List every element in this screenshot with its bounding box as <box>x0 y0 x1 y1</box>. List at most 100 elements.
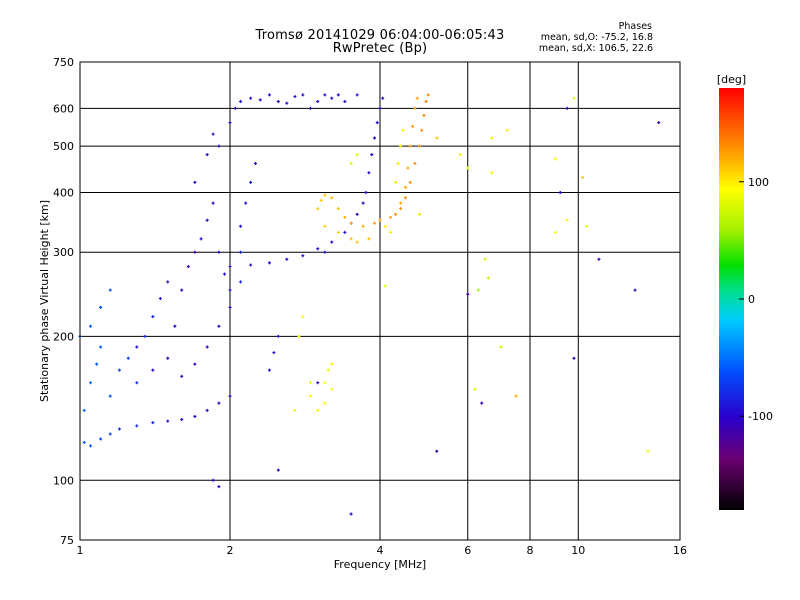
data-point <box>323 193 327 197</box>
axis-ticks: 1 2 4 6 8 10 16 75 100 200 300 400 500 600 750 <box>53 56 687 557</box>
data-point <box>180 418 184 422</box>
data-point <box>308 394 312 398</box>
data-point <box>330 96 334 100</box>
data-point <box>364 190 368 194</box>
data-point <box>417 144 421 148</box>
data-point <box>326 368 330 372</box>
data-point <box>117 427 121 431</box>
data-point <box>349 221 353 225</box>
data-point <box>336 93 340 97</box>
data-point <box>151 315 155 319</box>
data-point <box>411 124 415 128</box>
stats-o-line: mean, sd,O: -75.2, 16.8 <box>540 32 653 43</box>
data-point <box>308 106 312 110</box>
data-point <box>211 132 215 136</box>
data-point <box>223 272 227 276</box>
data-point <box>323 381 327 385</box>
data-point <box>323 250 327 254</box>
y-axis-label: Stationary phase Virtual Height [km] <box>38 200 51 402</box>
data-point <box>399 144 403 148</box>
data-point <box>383 284 387 288</box>
data-point <box>285 257 289 261</box>
data-point <box>217 250 221 254</box>
data-point <box>166 280 170 284</box>
data-point <box>193 250 197 254</box>
data-point <box>415 96 419 100</box>
data-point <box>211 201 215 205</box>
data-point <box>383 224 387 228</box>
data-point <box>217 485 221 489</box>
data-point <box>228 265 232 269</box>
y-tick-label: 100 <box>53 474 74 487</box>
data-point <box>572 356 576 360</box>
data-point <box>228 394 232 398</box>
data-point <box>355 153 359 157</box>
data-point <box>394 212 398 216</box>
data-point <box>403 185 407 189</box>
data-point <box>572 96 576 100</box>
data-point <box>89 324 93 328</box>
data-point <box>396 161 400 165</box>
data-point <box>151 421 155 425</box>
y-tick-label: 200 <box>53 330 74 343</box>
data-point <box>373 136 377 140</box>
data-point <box>249 180 253 184</box>
data-point <box>466 166 470 170</box>
data-point <box>355 212 359 216</box>
data-point <box>514 394 518 398</box>
data-point <box>217 144 221 148</box>
data-point <box>490 171 494 175</box>
data-point <box>330 362 334 366</box>
data-point <box>95 362 99 366</box>
data-point <box>239 100 243 104</box>
data-point <box>336 207 340 211</box>
colorbar-label: [deg] <box>717 73 746 86</box>
data-point <box>228 305 232 309</box>
x-tick-label: 6 <box>464 544 471 557</box>
data-point <box>417 212 421 216</box>
colorbar-tick-label: 100 <box>748 176 769 189</box>
data-point <box>158 297 162 301</box>
data-point <box>403 196 407 200</box>
data-point <box>349 237 353 241</box>
data-point <box>285 101 289 105</box>
data-point <box>553 157 557 161</box>
x-tick-label: 16 <box>673 544 687 557</box>
data-point <box>89 381 93 385</box>
data-point <box>646 449 650 453</box>
data-point <box>108 288 112 292</box>
data-point <box>349 161 353 165</box>
data-point <box>367 237 371 241</box>
data-point <box>553 230 557 234</box>
data-point <box>466 292 470 296</box>
data-point <box>378 218 382 222</box>
data-point <box>367 171 371 175</box>
data-point <box>435 449 439 453</box>
data-point <box>239 280 243 284</box>
y-tick-label: 400 <box>53 186 74 199</box>
data-point <box>193 362 197 366</box>
data-point <box>301 93 305 97</box>
data-point <box>89 444 93 448</box>
data-point <box>205 218 209 222</box>
data-point <box>330 387 334 391</box>
data-point <box>389 215 393 219</box>
data-point <box>389 230 393 234</box>
x-tick-label: 10 <box>571 544 585 557</box>
data-point <box>233 106 237 110</box>
data-point <box>422 113 426 117</box>
data-point <box>180 374 184 378</box>
data-point <box>276 334 280 338</box>
data-point <box>186 265 190 269</box>
data-point <box>394 180 398 184</box>
x-axis-label: Frequency [MHz] <box>334 558 426 571</box>
data-point <box>406 166 410 170</box>
data-point <box>135 381 139 385</box>
data-point <box>565 106 569 110</box>
chart-title: Tromsø 20141029 06:04:00-06:05:43 <box>255 28 505 43</box>
x-tick-label: 1 <box>77 544 84 557</box>
y-tick-label: 500 <box>53 140 74 153</box>
y-tick-label: 300 <box>53 246 74 259</box>
data-point <box>99 305 103 309</box>
